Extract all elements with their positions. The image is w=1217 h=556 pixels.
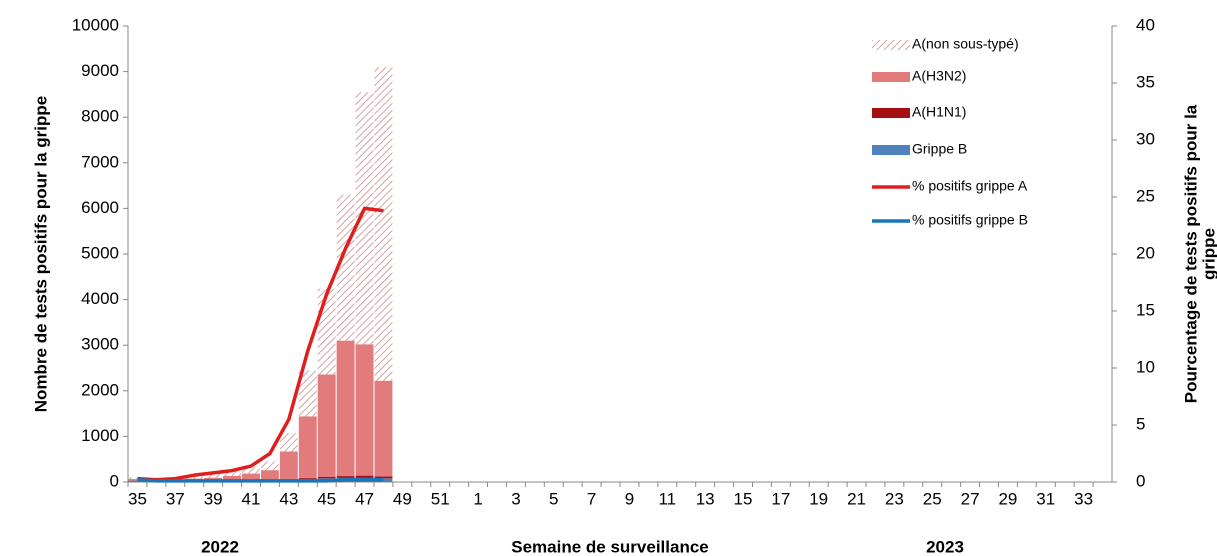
- y-tick-label: 4000: [81, 289, 119, 308]
- y2-tick-label: 5: [1136, 414, 1145, 433]
- x-tick-label: 33: [1074, 489, 1093, 508]
- bar: [298, 370, 317, 417]
- y-tick-label: 9000: [81, 61, 119, 80]
- x-tick-label: 3: [511, 489, 520, 508]
- y-tick-label: 1000: [81, 426, 119, 445]
- x-tick-label: 25: [923, 489, 942, 508]
- x-tick-label: 37: [166, 489, 185, 508]
- x-tick-label: 13: [696, 489, 715, 508]
- y-tick-label: 8000: [81, 107, 119, 126]
- legend-swatch: [872, 72, 910, 82]
- x-tick-label: 9: [625, 489, 634, 508]
- bar: [279, 433, 298, 452]
- bar: [374, 380, 393, 477]
- legend-label: Grippe B: [912, 141, 967, 157]
- x-tick-label: 23: [885, 489, 904, 508]
- year-label: 2023: [926, 537, 964, 556]
- y-tick-label: 3000: [81, 335, 119, 354]
- y2-tick-label: 30: [1136, 129, 1155, 148]
- y-axis-title: Nombre de tests positifs pour la grippe: [31, 96, 50, 412]
- y-tick-label: 5000: [81, 243, 119, 262]
- x-tick-label: 17: [771, 489, 790, 508]
- y-tick-label: 6000: [81, 198, 119, 217]
- y2-tick-label: 15: [1136, 300, 1155, 319]
- bar: [185, 476, 204, 479]
- year-label: 2022: [201, 537, 239, 556]
- y2-tick-label: 40: [1136, 15, 1155, 34]
- bar: [223, 475, 242, 480]
- y2-tick-label: 35: [1136, 72, 1155, 91]
- x-tick-label: 31: [1036, 489, 1055, 508]
- bar: [374, 476, 393, 479]
- bar: [336, 194, 355, 341]
- bar: [260, 470, 279, 480]
- legend-label: A(H1N1): [912, 104, 966, 120]
- x-tick-label: 15: [734, 489, 753, 508]
- x-tick-label: 39: [204, 489, 223, 508]
- bar: [204, 477, 223, 480]
- x-tick-label: 7: [587, 489, 596, 508]
- bar: [298, 416, 317, 478]
- legend-swatch: [872, 40, 910, 50]
- bar: [336, 340, 355, 477]
- bar: [336, 476, 355, 478]
- x-tick-label: 41: [242, 489, 261, 508]
- bar: [317, 374, 336, 477]
- y2-tick-label: 10: [1136, 357, 1155, 376]
- y2-axis-title: Pourcentage de tests positifs pour la: [1181, 104, 1200, 403]
- x-tick-label: 1: [473, 489, 482, 508]
- bar: [317, 476, 336, 479]
- x-tick-label: 19: [809, 489, 828, 508]
- legend-label: A(H3N2): [912, 68, 966, 84]
- bar: [355, 344, 374, 476]
- bar: [242, 466, 260, 474]
- line: [137, 206, 384, 482]
- bar: [374, 67, 393, 381]
- legend-label: % positifs grippe A: [912, 178, 1028, 194]
- bar: [128, 477, 147, 480]
- x-tick-label: 51: [431, 489, 450, 508]
- x-tick-label: 27: [961, 489, 980, 508]
- legend-label: A(non sous-typé): [912, 36, 1019, 52]
- x-tick-label: 35: [128, 489, 147, 508]
- bar: [355, 475, 374, 478]
- x-tick-label: 29: [998, 489, 1017, 508]
- y2-tick-label: 0: [1136, 471, 1145, 490]
- x-tick-label: 43: [279, 489, 298, 508]
- y-tick-label: 10000: [72, 15, 119, 34]
- bar: [242, 473, 260, 480]
- y-tick-label: 2000: [81, 380, 119, 399]
- line: [137, 477, 384, 483]
- y2-axis-title: grippe: [1199, 228, 1217, 280]
- x-tick-label: 49: [393, 489, 412, 508]
- bar: [260, 461, 279, 471]
- x-tick-label: 5: [549, 489, 558, 508]
- bar: [355, 92, 374, 345]
- legend-swatch: [872, 145, 910, 155]
- x-axis-title: Semaine de surveillance: [511, 537, 709, 556]
- legend-label: % positifs grippe B: [912, 212, 1028, 228]
- x-tick-label: 21: [847, 489, 866, 508]
- y2-tick-label: 20: [1136, 243, 1155, 262]
- bar: [317, 288, 336, 375]
- y-tick-label: 7000: [81, 152, 119, 171]
- bar: [223, 470, 242, 476]
- x-tick-label: 11: [658, 489, 676, 508]
- y2-tick-label: 25: [1136, 186, 1155, 205]
- legend-swatch: [872, 108, 910, 118]
- bar: [279, 451, 298, 479]
- bar: [204, 474, 223, 478]
- x-tick-label: 47: [355, 489, 374, 508]
- bar: [298, 477, 317, 479]
- x-tick-label: 45: [317, 489, 336, 508]
- y-tick-label: 0: [110, 471, 119, 490]
